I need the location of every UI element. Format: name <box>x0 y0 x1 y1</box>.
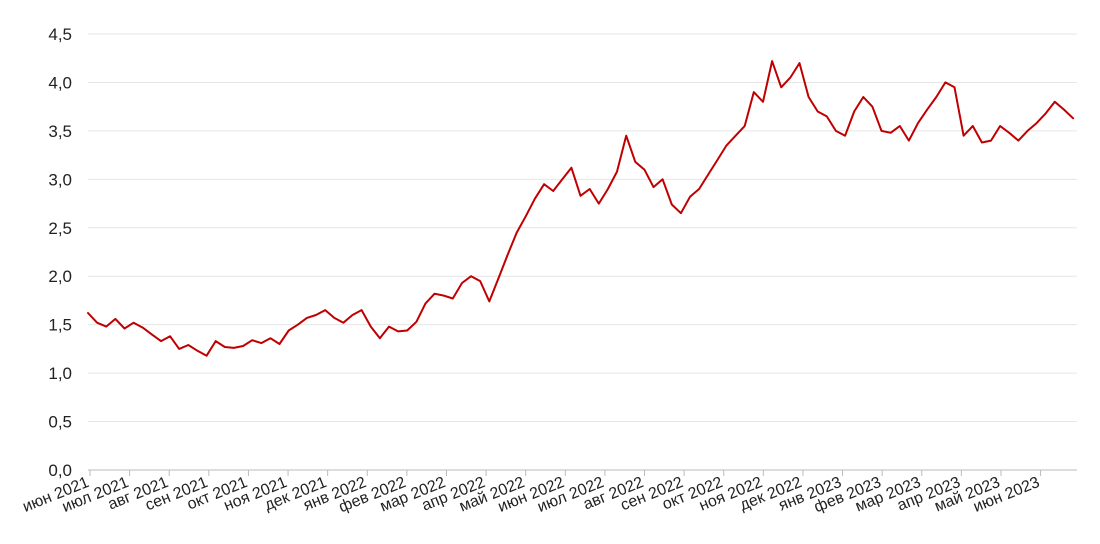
y-axis-ticks: 0,0 0,5 1,0 1,5 2,0 2,5 3,0 3,5 4,0 4,5 <box>48 25 72 480</box>
y-tick-label: 1,5 <box>48 316 72 335</box>
y-tick-label: 0,0 <box>48 461 72 480</box>
y-tick-label: 0,5 <box>48 413 72 432</box>
gridlines <box>88 33 1077 423</box>
y-tick-label: 4,0 <box>48 73 72 92</box>
y-tick-label: 4,5 <box>48 25 72 44</box>
series-line <box>87 60 1075 357</box>
y-tick-label: 1,0 <box>48 364 72 383</box>
y-tick-label: 2,5 <box>48 219 72 238</box>
y-tick-label: 3,0 <box>48 170 72 189</box>
y-tick-label: 2,0 <box>48 267 72 286</box>
y-tick-label: 3,5 <box>48 122 72 141</box>
series <box>87 60 1075 357</box>
